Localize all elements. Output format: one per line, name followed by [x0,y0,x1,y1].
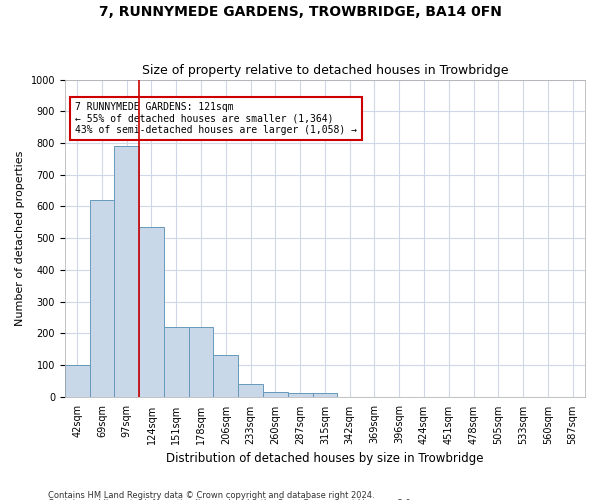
Text: 7 RUNNYMEDE GARDENS: 121sqm
← 55% of detached houses are smaller (1,364)
43% of : 7 RUNNYMEDE GARDENS: 121sqm ← 55% of det… [75,102,357,135]
X-axis label: Distribution of detached houses by size in Trowbridge: Distribution of detached houses by size … [166,452,484,465]
Title: Size of property relative to detached houses in Trowbridge: Size of property relative to detached ho… [142,64,508,77]
Bar [164,327,188,396]
Text: 7, RUNNYMEDE GARDENS, TROWBRIDGE, BA14 0FN: 7, RUNNYMEDE GARDENS, TROWBRIDGE, BA14 0… [98,5,502,19]
Bar [65,365,89,396]
Bar [89,200,115,396]
Bar [139,227,164,396]
Text: Contains public sector information licensed under the Open Government Licence v3: Contains public sector information licen… [48,499,413,500]
Bar [214,356,238,397]
Bar [188,327,214,396]
Text: Contains HM Land Registry data © Crown copyright and database right 2024.: Contains HM Land Registry data © Crown c… [48,490,374,500]
Bar [263,392,288,396]
Y-axis label: Number of detached properties: Number of detached properties [15,150,25,326]
Bar [313,394,337,396]
Bar [238,384,263,396]
Bar [288,394,313,396]
Bar [115,146,139,397]
